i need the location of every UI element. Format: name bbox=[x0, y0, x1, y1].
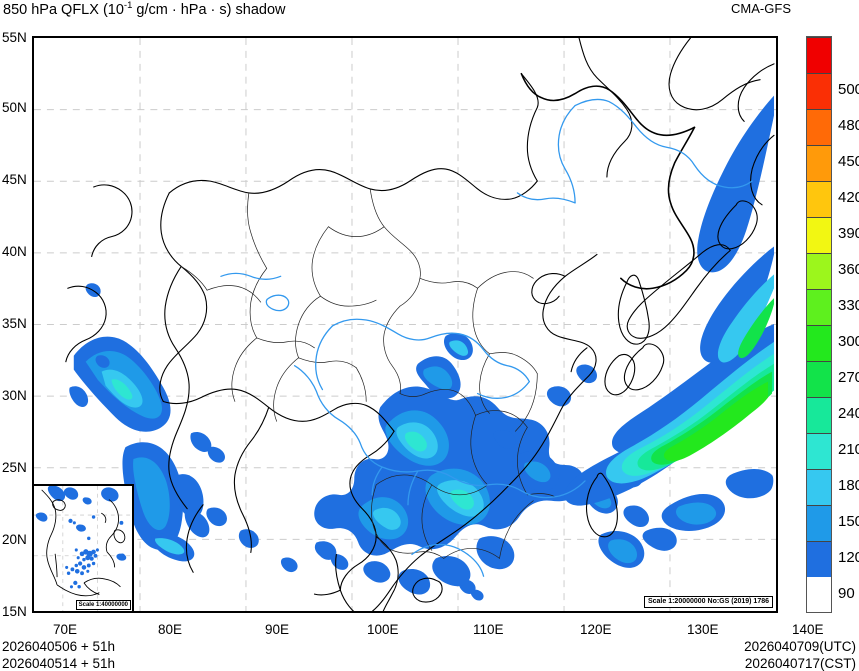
x-tick-80E: 80E bbox=[158, 622, 183, 637]
x-tick-140E: 140E bbox=[792, 622, 824, 637]
grid-lines bbox=[34, 38, 776, 611]
colorbar-tick-120: 120 bbox=[838, 549, 859, 566]
x-tick-70E: 70E bbox=[53, 622, 78, 637]
colorbar-tick-390: 390 bbox=[838, 225, 859, 242]
page-title: 850 hPa QFLX (10-1 g/cm · hPa · s) shado… bbox=[3, 0, 285, 18]
rivers bbox=[220, 98, 753, 577]
footer-init-time-utc: 2026040506 + 51h bbox=[2, 639, 115, 654]
model-label: CMA-GFS bbox=[731, 1, 791, 16]
y-tick-30N: 30N bbox=[2, 388, 27, 403]
inset-shading bbox=[35, 486, 127, 589]
colorbar-swatch-300 bbox=[807, 289, 831, 325]
x-tick-110E: 110E bbox=[473, 622, 504, 637]
inset-map-south-china-sea[interactable]: Scale 1:40000000 bbox=[32, 484, 134, 613]
colorbar-tick-450: 450 bbox=[838, 153, 859, 170]
footer-valid-time-cst: 2026040717(CST) bbox=[744, 656, 856, 671]
colorbar-tick-300: 300 bbox=[838, 333, 859, 350]
y-tick-45N: 45N bbox=[2, 172, 27, 187]
colorbar-swatch-500 bbox=[807, 37, 831, 73]
colorbar-tick-360: 360 bbox=[838, 261, 859, 278]
colorbar-tick-420: 420 bbox=[838, 189, 859, 206]
map-canvas bbox=[34, 38, 776, 611]
inset-scale-label: Scale 1:40000000 bbox=[75, 600, 131, 610]
footer-init-time-cst: 2026040514 + 51h bbox=[2, 656, 115, 671]
colorbar-tick-480: 480 bbox=[838, 117, 859, 134]
colorbar[interactable] bbox=[806, 36, 832, 613]
x-tick-120E: 120E bbox=[580, 622, 612, 637]
colorbar-tick-90: 90 bbox=[838, 585, 855, 602]
x-tick-130E: 130E bbox=[687, 622, 719, 637]
colorbar-swatch-90 bbox=[807, 541, 831, 577]
map-plot-area[interactable]: Scale 1:20000000 No:GS (2019) 1786 bbox=[32, 36, 778, 613]
colorbar-tick-330: 330 bbox=[838, 297, 859, 314]
colorbar-tick-180: 180 bbox=[838, 477, 859, 494]
inset-coastlines bbox=[41, 489, 126, 597]
colorbar-swatch-360 bbox=[807, 217, 831, 253]
y-tick-20N: 20N bbox=[2, 532, 27, 547]
y-tick-55N: 55N bbox=[2, 30, 27, 45]
title-rest: g/cm · hPa · s) shadow bbox=[132, 1, 286, 18]
inset-grid bbox=[34, 486, 132, 611]
title-exponent: -1 bbox=[123, 0, 133, 11]
colorbar-swatch-240 bbox=[807, 361, 831, 397]
coastlines-and-borders bbox=[65, 38, 775, 611]
colorbar-swatch-330 bbox=[807, 253, 831, 289]
colorbar-swatch-270 bbox=[807, 325, 831, 361]
colorbar-tick-210: 210 bbox=[838, 441, 859, 458]
colorbar-swatch-below-90 bbox=[807, 577, 831, 612]
colorbar-swatch-120 bbox=[807, 505, 831, 541]
colorbar-tick-500: 500 bbox=[838, 81, 859, 98]
colorbar-tick-150: 150 bbox=[838, 513, 859, 530]
x-tick-100E: 100E bbox=[367, 622, 399, 637]
title-main: 850 hPa QFLX (10 bbox=[3, 1, 124, 18]
colorbar-swatch-420 bbox=[807, 145, 831, 181]
qflx-shading bbox=[69, 95, 775, 601]
colorbar-swatch-150 bbox=[807, 469, 831, 505]
y-tick-50N: 50N bbox=[2, 100, 27, 115]
colorbar-swatch-210 bbox=[807, 397, 831, 433]
shade-south-china-plume bbox=[314, 333, 649, 595]
colorbar-tick-240: 240 bbox=[838, 405, 859, 422]
x-tick-90E: 90E bbox=[265, 622, 290, 637]
colorbar-swatch-480 bbox=[807, 73, 831, 109]
shade-west-pacific-band bbox=[564, 95, 775, 551]
y-tick-25N: 25N bbox=[2, 460, 27, 475]
inset-canvas bbox=[34, 486, 132, 611]
colorbar-swatch-390 bbox=[807, 181, 831, 217]
footer-valid-time-utc: 2026040709(UTC) bbox=[744, 639, 856, 654]
colorbar-swatch-450 bbox=[807, 109, 831, 145]
colorbar-tick-270: 270 bbox=[838, 369, 859, 386]
y-tick-15N: 15N bbox=[2, 604, 27, 619]
shade-arabian-sea bbox=[69, 336, 225, 562]
y-tick-40N: 40N bbox=[2, 244, 27, 259]
colorbar-swatch-180 bbox=[807, 433, 831, 469]
y-tick-35N: 35N bbox=[2, 316, 27, 331]
map-scale-label: Scale 1:20000000 No:GS (2019) 1786 bbox=[643, 596, 773, 608]
